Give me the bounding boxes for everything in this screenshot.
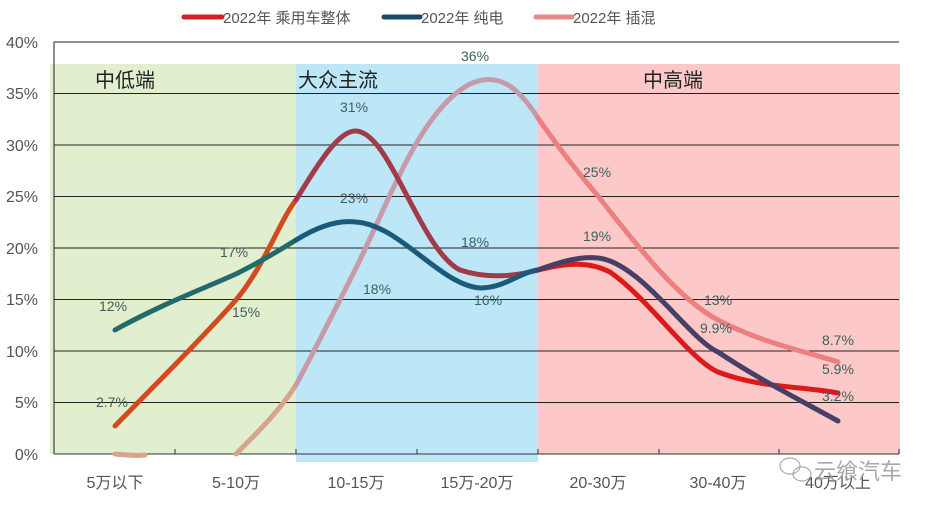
x-axis: 5万以下 5-10万 10-15万 15万-20万 20-30万 30-40万 … [87,474,871,492]
legend-label-overall: 2022年 乘用车整体 [223,10,351,27]
x-tick-label: 15万-20万 [441,475,514,492]
gridlines [53,41,899,455]
zone-label-mass: 大众主流 [298,68,378,92]
x-tick-label: 10-15万 [328,475,385,492]
wechat-icon [779,457,812,482]
data-label: 15% [232,304,260,320]
x-tick-label: 30-40万 [690,475,747,492]
y-tick-label: 5% [15,395,38,412]
x-tick-label: 5万以下 [87,475,144,492]
x-tick-label: 40万以上 [805,474,871,492]
data-label: 9.9% [700,320,732,336]
series-phev [112,76,841,458]
zone-label-high: 中高端 [643,68,703,92]
x-tick-label: 5-10万 [212,475,260,492]
x-tick-marks [174,449,900,454]
data-label: 2.7% [96,394,128,410]
y-tick-label: 10% [6,344,38,361]
data-label: 31% [340,99,368,115]
y-tick-label: 35% [6,86,38,103]
y-tick-label: 15% [6,292,38,309]
series-ev [112,219,841,424]
data-label: 36% [461,48,489,64]
y-tick-label: 0% [15,447,38,464]
ev-labels: 12% 17% 23% 16% 19% 9.9% 3.2% [99,190,854,404]
overall-labels: 2.7% 15% 31% 18% 5.9% [96,99,854,410]
watermark: 云飨汽车 [779,457,902,484]
data-label: 25% [583,164,611,180]
data-label: 18% [461,234,489,250]
legend-label-ev: 2022年 纯电 [421,10,504,27]
data-label: 8.7% [822,332,854,348]
data-label: 13% [704,292,732,308]
data-label: 3.2% [822,388,854,404]
data-label: 17% [220,244,248,260]
y-tick-label: 40% [6,35,38,52]
zone-low-background [50,64,296,454]
watermark-text: 云飨汽车 [814,459,902,484]
zone-label-low: 中低端 [95,68,155,92]
x-tick-label: 20-30万 [570,475,627,492]
data-label: 19% [583,228,611,244]
data-label: 23% [340,190,368,206]
zone-mass-background [296,64,538,462]
y-tick-label: 25% [6,189,38,206]
phev-labels: 18% 36% 25% 13% 8.7% [363,48,854,348]
data-label: 16% [474,292,502,308]
data-label: 12% [99,298,127,314]
y-axis: 0% 5% 10% 15% 20% 25% 30% 35% 40% [6,35,38,464]
data-label: 18% [363,281,391,297]
y-tick-label: 20% [6,241,38,258]
series-overall [112,128,841,429]
legend-label-phev: 2022年 插混 [573,10,656,27]
y-tick-label: 30% [6,138,38,155]
data-label: 5.9% [822,361,854,377]
legend: 2022年 乘用车整体 2022年 纯电 2022年 插混 [181,10,656,27]
